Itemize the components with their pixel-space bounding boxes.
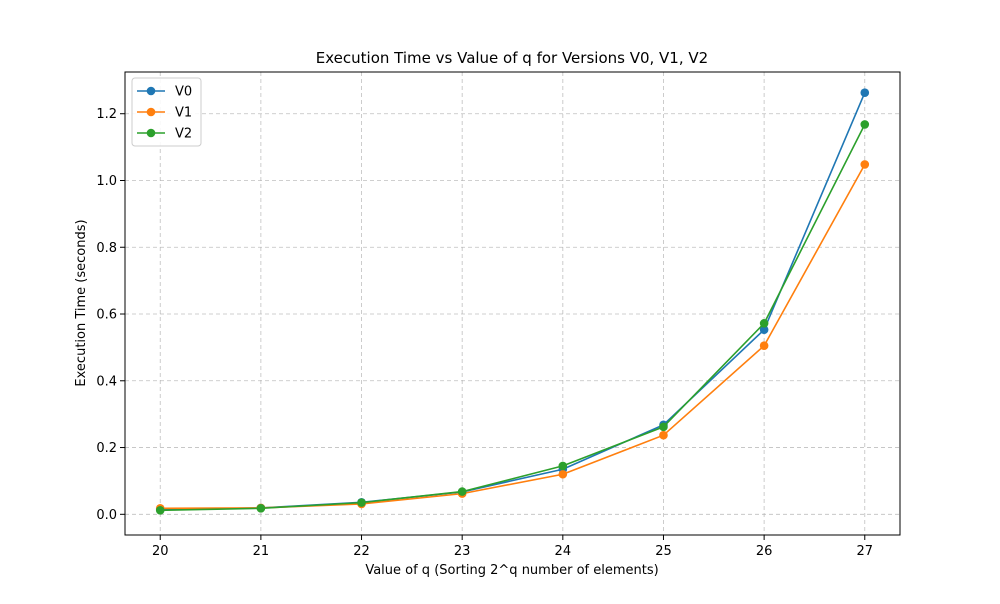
legend-entry-v0: V0	[137, 85, 192, 100]
legend-box	[131, 77, 202, 147]
y-tick-label: 0.6	[96, 308, 117, 323]
tick-layer: 20 21 22 23 24 25 26 27 0.0 0.2 0.4 0.6 0.8 1.0 1.2	[96, 107, 873, 559]
x-axis-label: Value of q (Sorting 2^q number of elemen…	[365, 563, 658, 578]
legend-entry-v1: V1	[137, 106, 192, 121]
legend-label-v1: V1	[175, 106, 192, 121]
series-layer	[155, 88, 870, 515]
y-tick-label: 0.2	[96, 441, 117, 456]
data-point-v1	[659, 430, 668, 440]
y-tick-label: 1.0	[96, 174, 117, 189]
legend-marker-v0	[146, 86, 156, 96]
legend-marker-v2	[146, 128, 156, 138]
grid-layer	[125, 72, 900, 535]
data-point-v2	[759, 319, 769, 328]
x-tick-label: 22	[353, 544, 370, 559]
y-tick-label: 1.2	[96, 107, 117, 122]
data-point-v1	[558, 469, 568, 479]
x-tick-label: 21	[253, 544, 270, 559]
legend-entries: V0 V1 V2	[137, 85, 192, 142]
x-tick-label: 27	[856, 544, 873, 559]
data-point-v2	[457, 487, 467, 496]
series-line-v2	[160, 124, 866, 512]
plot-frame	[124, 71, 901, 536]
y-tick-label: 0.8	[96, 241, 117, 256]
data-point-v1	[759, 341, 769, 351]
data-point-v2	[558, 461, 568, 471]
y-tick-label: 0.0	[96, 508, 117, 523]
x-tick-label: 24	[555, 544, 572, 559]
data-point-v0	[759, 325, 769, 335]
x-tick-label: 25	[655, 544, 672, 559]
data-point-v2	[357, 498, 366, 507]
x-tick-label: 23	[454, 544, 471, 559]
y-tick-label: 0.4	[96, 374, 117, 389]
data-point-v2	[155, 505, 165, 515]
x-tick-label: 20	[152, 544, 169, 559]
data-point-v0	[860, 88, 870, 97]
data-point-v2	[659, 422, 668, 432]
chart-title: Execution Time vs Value of q for Version…	[316, 49, 708, 67]
data-point-v2	[256, 503, 266, 513]
data-point-v2	[860, 120, 870, 129]
legend-label-v0: V0	[175, 85, 192, 100]
legend-entry-v2: V2	[137, 127, 192, 142]
legend: V0 V1 V2	[131, 77, 202, 147]
x-tick-label: 26	[756, 544, 773, 559]
series-v2	[155, 120, 870, 515]
y-axis-label: Execution Time (seconds)	[74, 219, 89, 386]
legend-marker-v1	[146, 107, 156, 117]
data-point-v1	[860, 160, 870, 169]
legend-label-v2: V2	[175, 127, 192, 142]
